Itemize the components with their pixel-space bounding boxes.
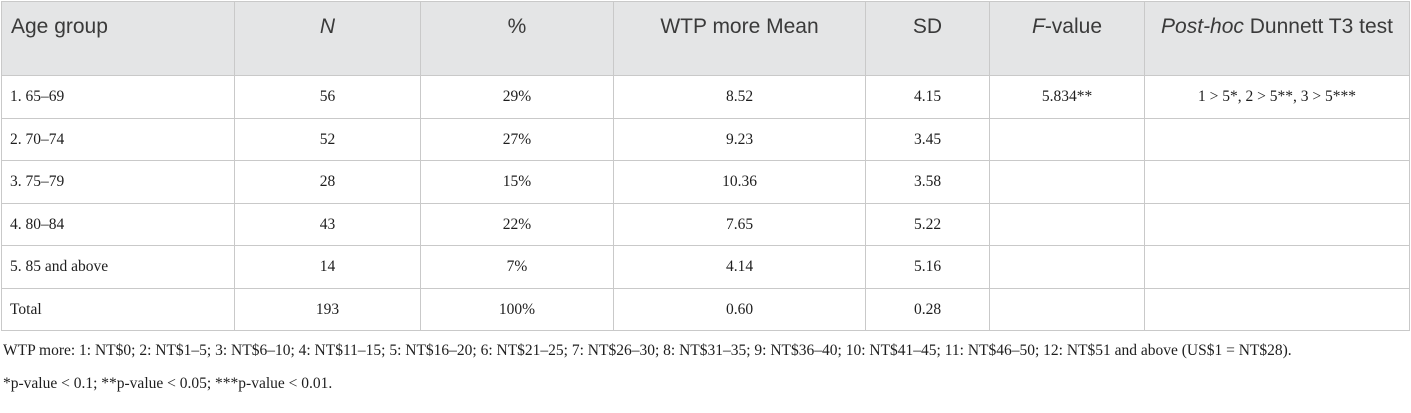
cell-n: 43 — [234, 202, 421, 246]
cell-sd: 4.15 — [865, 75, 990, 119]
header-n: N — [234, 1, 421, 76]
header-sd: SD — [865, 1, 990, 76]
header-posthoc: Post-hoc Dunnett T3 test — [1144, 1, 1410, 76]
cell-f-value — [989, 287, 1145, 331]
cell-f-value: 5.834** — [989, 75, 1145, 119]
table-header: Age group N % WTP more Mean SD F-value P… — [1, 1, 1410, 76]
header-f-value: F-value — [989, 1, 1145, 76]
cell-pct: 27% — [420, 117, 614, 161]
cell-age-group: 3. 75–79 — [1, 160, 235, 204]
cell-posthoc — [1144, 117, 1410, 161]
cell-f-value — [989, 117, 1145, 161]
table-row: 3. 75–79 28 15% 10.36 3.58 — [1, 160, 1410, 204]
cell-sd: 5.22 — [865, 202, 990, 246]
cell-pct: 22% — [420, 202, 614, 246]
header-f-rest: -value — [1044, 15, 1103, 38]
cell-posthoc — [1144, 287, 1410, 331]
cell-n: 52 — [234, 117, 421, 161]
table-row: Total 193 100% 0.60 0.28 — [1, 287, 1410, 331]
cell-pct: 29% — [420, 75, 614, 119]
cell-f-value — [989, 202, 1145, 246]
table-row: 1. 65–69 56 29% 8.52 4.15 5.834** 1 > 5*, 2 > … — [1, 75, 1410, 119]
cell-posthoc — [1144, 160, 1410, 204]
table-body: 1. 65–69 56 29% 8.52 4.15 5.834** 1 > 5*, 2 > … — [1, 75, 1410, 331]
cell-f-value — [989, 160, 1145, 204]
cell-f-value — [989, 245, 1145, 289]
cell-wtp-mean: 9.23 — [613, 117, 866, 161]
cell-sd: 5.16 — [865, 245, 990, 289]
cell-wtp-mean: 10.36 — [613, 160, 866, 204]
header-age-group: Age group — [1, 1, 235, 76]
cell-n: 14 — [234, 245, 421, 289]
table-row: 5. 85 and above 14 7% 4.14 5.16 — [1, 245, 1410, 289]
note-significance: *p-value < 0.1; **p-value < 0.05; ***p-v… — [3, 375, 333, 392]
cell-wtp-mean: 0.60 — [613, 287, 866, 331]
table-notes: WTP more: 1: NT$0; 2: NT$1–5; 3: NT$6–10… — [3, 339, 1403, 395]
header-percent: % — [420, 1, 614, 76]
note-wtp-scale: WTP more: 1: NT$0; 2: NT$1–5; 3: NT$6–10… — [3, 342, 1292, 359]
cell-age-group: 2. 70–74 — [1, 117, 235, 161]
header-row: Age group N % WTP more Mean SD F-value P… — [1, 1, 1410, 76]
cell-age-group: Total — [1, 287, 235, 331]
cell-age-group: 1. 65–69 — [1, 75, 235, 119]
cell-pct: 7% — [420, 245, 614, 289]
cell-wtp-mean: 8.52 — [613, 75, 866, 119]
header-posthoc-italic: Post-hoc — [1161, 15, 1244, 38]
header-f-italic: F — [1031, 15, 1045, 38]
cell-posthoc: 1 > 5*, 2 > 5**, 3 > 5*** — [1144, 75, 1410, 119]
cell-sd: 0.28 — [865, 287, 990, 331]
cell-posthoc — [1144, 245, 1410, 289]
cell-posthoc — [1144, 202, 1410, 246]
cell-pct: 15% — [420, 160, 614, 204]
cell-wtp-mean: 7.65 — [613, 202, 866, 246]
cell-n: 28 — [234, 160, 421, 204]
cell-wtp-mean: 4.14 — [613, 245, 866, 289]
table-row: 4. 80–84 43 22% 7.65 5.22 — [1, 202, 1410, 246]
cell-pct: 100% — [420, 287, 614, 331]
header-posthoc-rest: Dunnett T3 test — [1243, 15, 1393, 38]
cell-sd: 3.45 — [865, 117, 990, 161]
cell-sd: 3.58 — [865, 160, 990, 204]
header-n-label: N — [319, 15, 336, 38]
cell-n: 56 — [234, 75, 421, 119]
results-table: Age group N % WTP more Mean SD F-value P… — [1, 1, 1410, 331]
cell-age-group: 4. 80–84 — [1, 202, 235, 246]
cell-n: 193 — [234, 287, 421, 331]
cell-age-group: 5. 85 and above — [1, 245, 235, 289]
header-wtp-mean: WTP more Mean — [613, 1, 866, 76]
table-row: 2. 70–74 52 27% 9.23 3.45 — [1, 117, 1410, 161]
